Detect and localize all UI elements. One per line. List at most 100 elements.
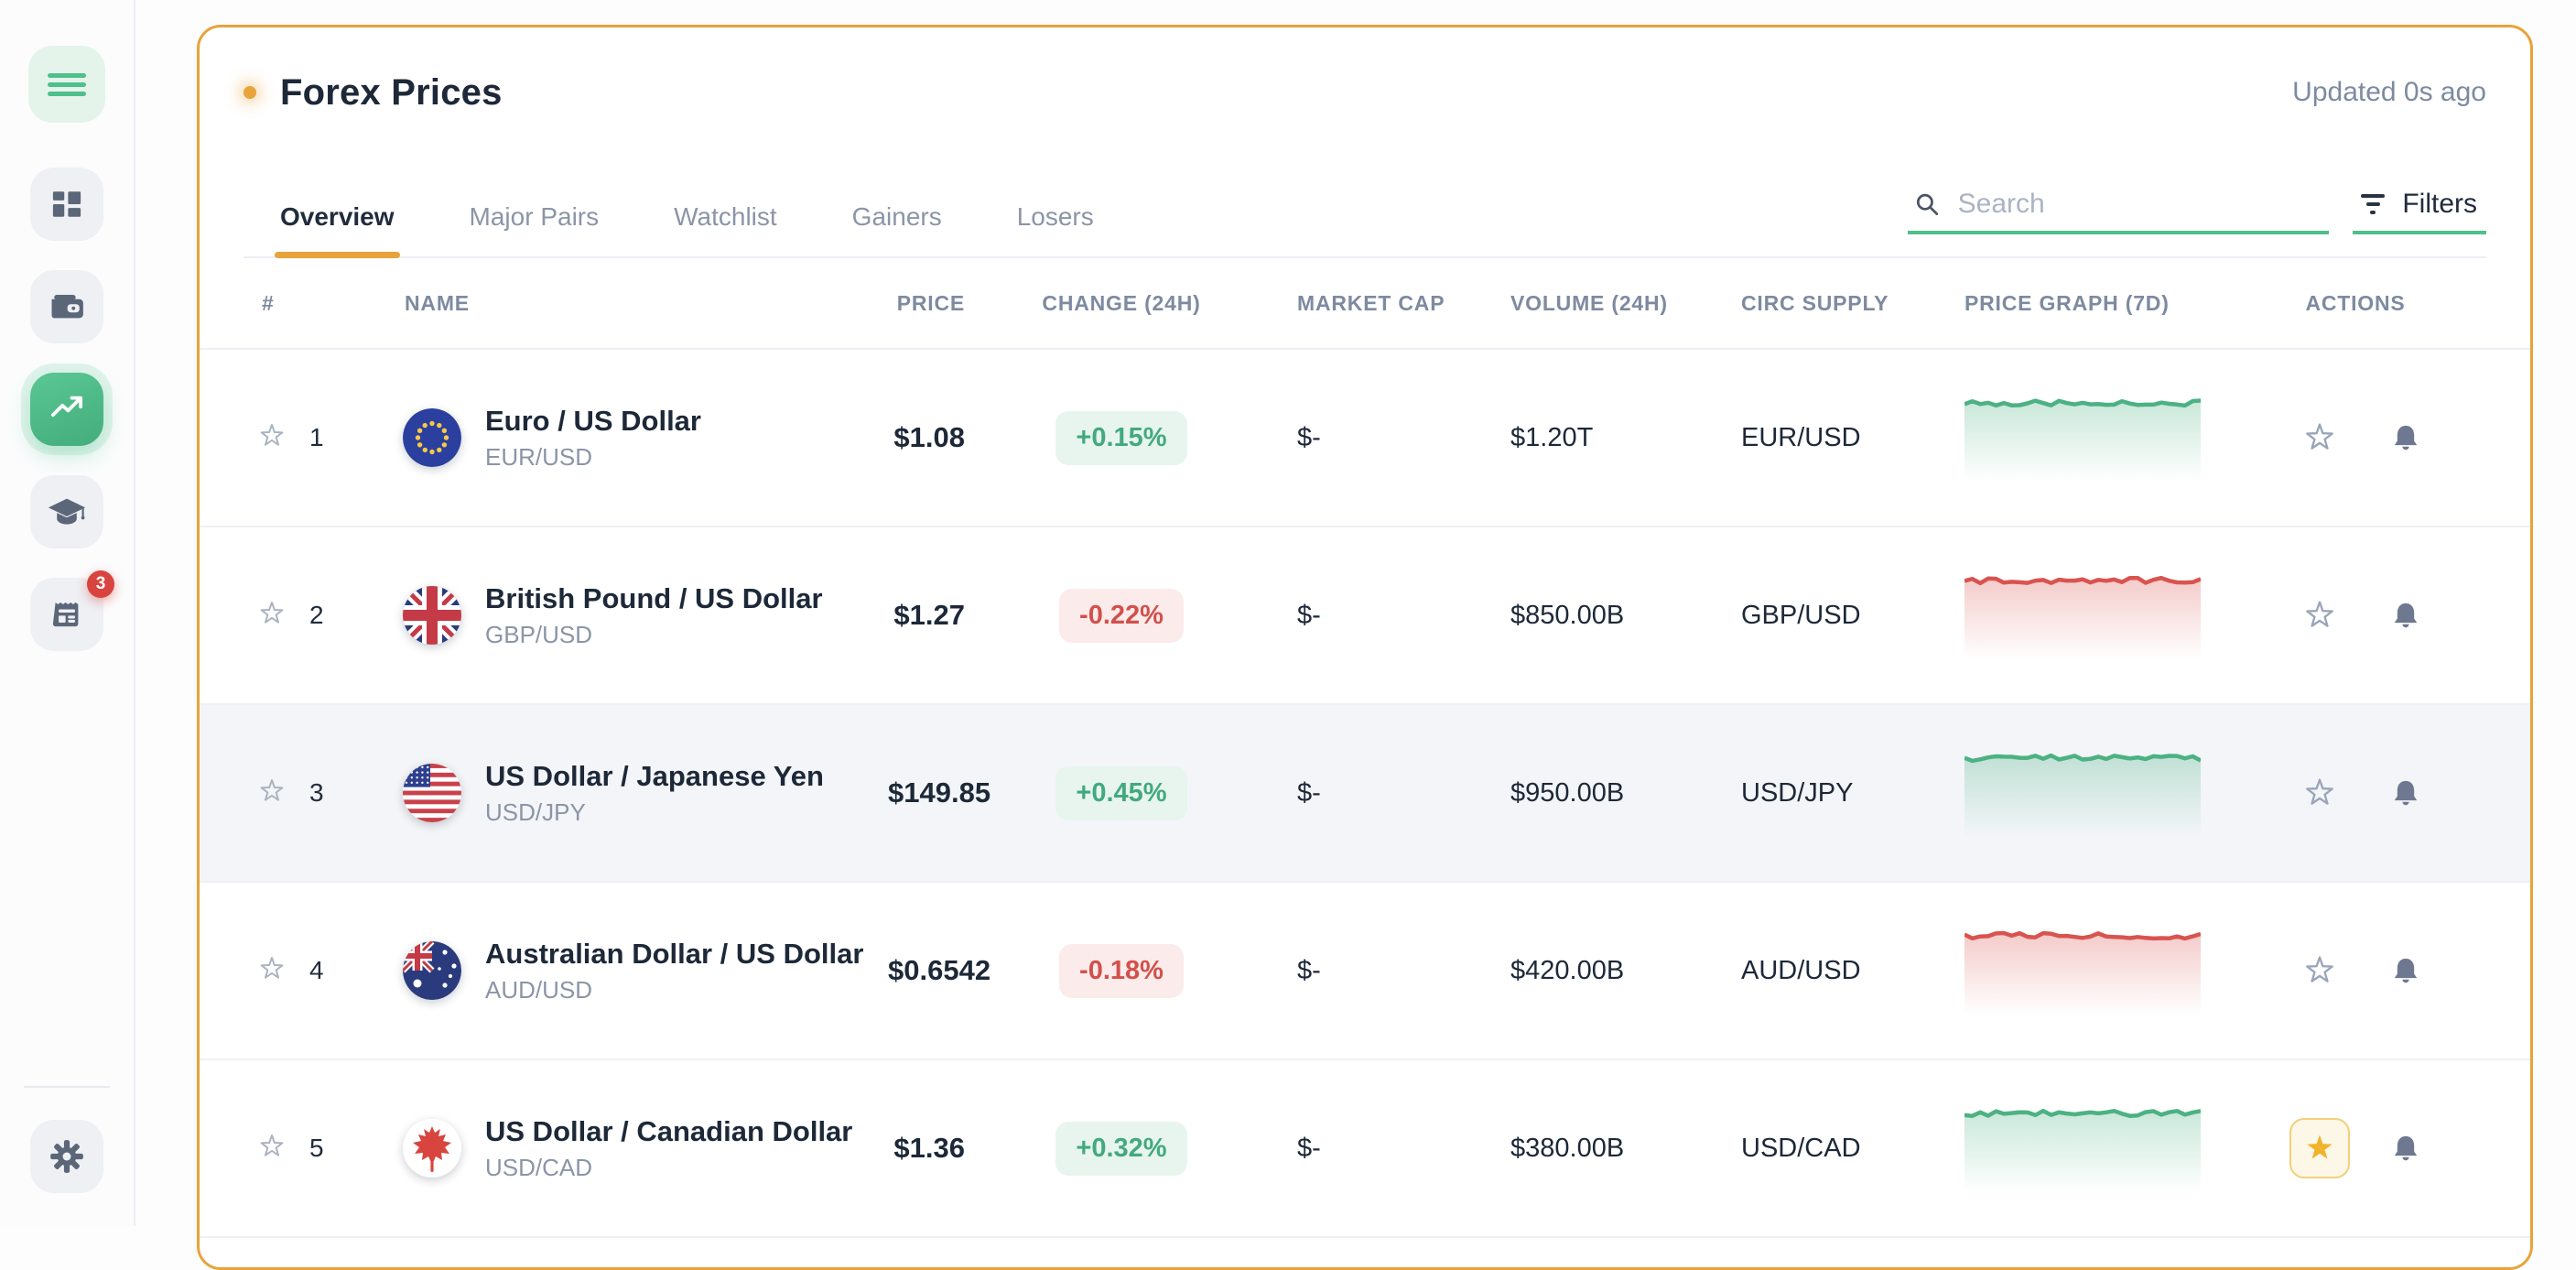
tab-losers[interactable]: Losers [1015,201,1096,256]
table-row[interactable]: 1 Euro / US Dollar EUR/USD $1.08 +0.15% … [200,350,2530,527]
column-header-actions: ACTIONS [2305,290,2406,315]
updated-status: Updated 0s ago [2292,77,2486,107]
table-row[interactable]: 2 British Pound / US Dollar GBP/USD $1.2… [200,527,2530,705]
actions-cell [2224,585,2486,646]
actions-cell [2224,940,2486,1001]
watchlist-star-button[interactable] [2289,585,2350,646]
tab-major-pairs[interactable]: Major Pairs [468,201,601,256]
row-star-icon[interactable] [258,600,286,632]
gear-icon [47,1136,87,1177]
column-header-circ-supply: CIRC SUPPLY [1741,290,1889,315]
change-badge: +0.32% [1055,1121,1187,1176]
sidebar-bottom [24,1086,110,1193]
alert-bell-button[interactable] [2390,777,2421,809]
alert-bell-button[interactable] [2390,955,2421,986]
alert-bell-button[interactable] [2390,422,2421,453]
change-badge: +0.15% [1055,410,1187,465]
actions-cell [2224,407,2486,468]
volume-value: $380.00B [1510,1133,1625,1163]
market-cap-value: $- [1297,955,1321,985]
volume-value: $1.20T [1510,422,1594,452]
sidebar-item-wallet[interactable] [30,270,103,343]
column-header-name: NAME [405,290,470,315]
market-cap-value: $- [1297,1133,1321,1163]
table-row[interactable]: 4 Australian Dollar / US Dollar AUD/USD … [200,883,2530,1060]
rank-number: 2 [309,601,324,629]
watchlist-star-button[interactable] [2289,763,2350,823]
sidebar-divider [24,1086,110,1088]
row-star-icon[interactable] [258,955,286,987]
name-cell[interactable]: Australian Dollar / US Dollar AUD/USD [394,938,888,1004]
news-icon [47,594,87,635]
controls-row: Overview Major Pairs Watchlist Gainers Loser… [244,189,2486,258]
filters-label: Filters [2402,189,2477,219]
pair-symbol: EUR/USD [485,442,593,471]
price-value: $1.27 [893,599,965,631]
circ-supply-value: EUR/USD [1741,422,1861,452]
panel-header: Forex Prices Updated 0s ago [200,27,2530,114]
tab-gainers[interactable]: Gainers [850,201,944,256]
watchlist-star-button[interactable] [2289,1118,2350,1178]
settings-button[interactable] [30,1120,103,1193]
grid-icon [47,184,87,224]
controls-right: Filters [1908,189,2486,256]
column-header-volume-24h-: VOLUME (24H) [1510,290,1668,315]
pair-symbol: USD/JPY [485,798,586,826]
search-icon [1917,193,1939,215]
rank-cell: 2 [244,600,394,632]
name-cell[interactable]: US Dollar / Canadian Dollar USD/CAD [394,1115,888,1182]
price-sparkline [1913,749,2224,837]
tab-overview[interactable]: Overview [275,201,400,258]
rank-cell: 1 [244,422,394,454]
watchlist-star-button[interactable] [2289,407,2350,468]
sidebar-item-news[interactable]: 3 [30,570,114,651]
change-badge: -0.22% [1059,588,1184,643]
price-value: $1.36 [893,1132,965,1164]
accent-dot-icon [244,86,256,99]
trending-up-icon [47,389,87,429]
volume-value: $420.00B [1510,955,1625,985]
sidebar: 3 [0,0,135,1226]
alert-bell-button[interactable] [2390,600,2421,631]
sidebar-item-dashboard[interactable] [30,168,103,241]
price-value: $0.6542 [888,954,991,986]
price-sparkline [1913,571,2224,659]
tab-watchlist[interactable]: Watchlist [672,201,779,256]
actions-cell [2224,1118,2486,1178]
circ-supply-value: GBP/USD [1741,600,1861,630]
table-row[interactable]: 5 US Dollar / Canadian Dollar USD/CAD $1… [200,1060,2530,1238]
row-star-icon[interactable] [258,422,286,454]
name-cell[interactable]: British Pound / US Dollar GBP/USD [394,582,888,649]
menu-button[interactable] [28,46,105,123]
search-box[interactable] [1908,189,2330,234]
rank-number: 3 [309,778,324,807]
flag-us-icon [403,764,461,822]
filter-icon [2360,194,2386,214]
graduation-cap-icon [46,491,88,533]
name-cell[interactable]: Euro / US Dollar EUR/USD [394,405,888,472]
table-header: # NAME PRICE CHANGE (24H) MARKET CAP VOLUME (… [200,258,2530,350]
pair-name: British Pound / US Dollar [485,581,823,614]
column-header--: # [262,290,275,315]
table-row[interactable]: 3 US Dollar / Japanese Yen USD/JPY $149.… [200,705,2530,883]
flag-au-icon [403,941,461,1000]
forex-prices-panel: Forex Prices Updated 0s ago Overview Majo… [197,25,2533,1270]
column-header-change-24h-: CHANGE (24H) [1042,290,1201,315]
sidebar-item-markets[interactable] [30,373,103,446]
name-cell[interactable]: US Dollar / Japanese Yen USD/JPY [394,760,888,827]
search-input[interactable] [1957,189,2324,220]
market-cap-value: $- [1297,777,1321,808]
price-value: $149.85 [888,776,991,809]
alert-bell-button[interactable] [2390,1133,2421,1164]
watchlist-star-button[interactable] [2289,940,2350,1001]
pair-name: Euro / US Dollar [485,404,701,437]
circ-supply-value: AUD/USD [1741,955,1861,985]
change-cell: -0.22% [989,588,1254,643]
row-star-icon[interactable] [258,1133,286,1165]
volume-value: $850.00B [1510,600,1625,630]
price-sparkline [1913,1104,2224,1192]
row-star-icon[interactable] [258,777,286,809]
filters-button[interactable]: Filters [2353,189,2486,234]
change-cell: +0.45% [989,765,1254,820]
sidebar-item-education[interactable] [30,475,103,548]
